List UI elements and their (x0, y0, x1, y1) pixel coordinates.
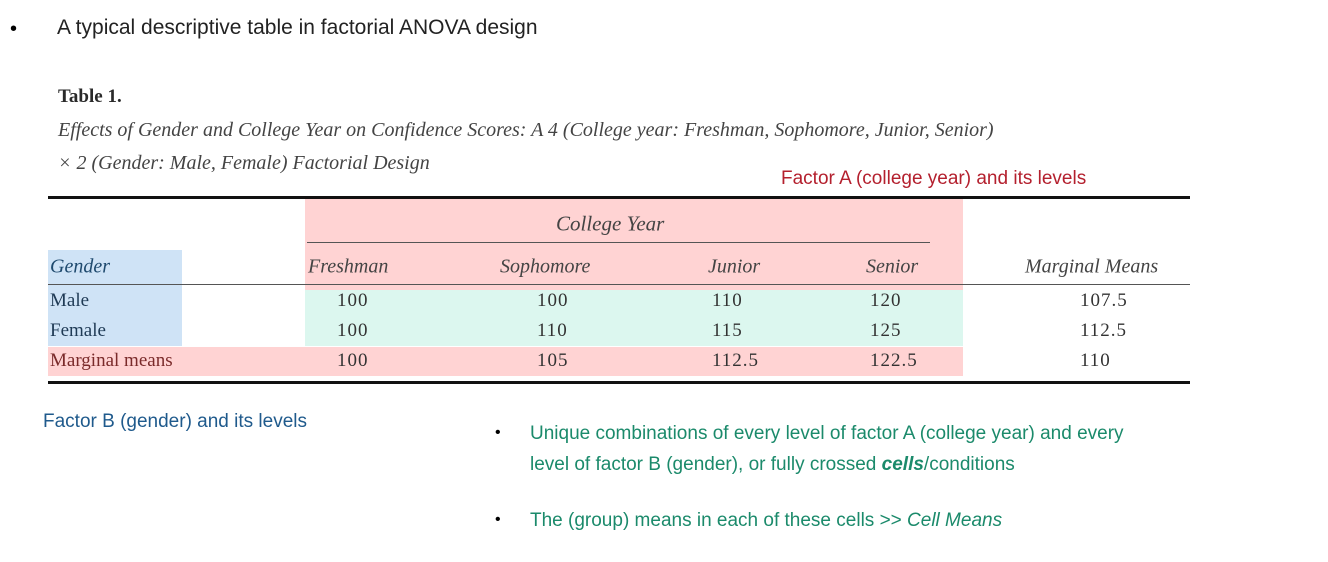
table-cell: 105 (537, 350, 569, 371)
table-cell: 110 (537, 320, 568, 341)
slide-heading: A typical descriptive table in factorial… (57, 16, 538, 39)
text: The (group) means in each of these cells… (530, 510, 908, 531)
table-label: Table 1. (58, 86, 122, 107)
factor-a-annotation: Factor A (college year) and its levels (781, 168, 1087, 189)
table-cell: 120 (870, 290, 902, 311)
table-cell: 112.5 (1080, 320, 1128, 341)
bottom-rule (48, 381, 1190, 384)
spanner-college-year: College Year (556, 211, 665, 236)
top-rule (48, 196, 1190, 199)
table-cell: 110 (1080, 350, 1111, 371)
row-label: Male (50, 290, 90, 311)
table-cell: 107.5 (1080, 290, 1128, 311)
bullet: • (495, 424, 501, 441)
factor-a-highlight (305, 199, 963, 290)
col-marginal-means: Marginal Means (1025, 255, 1159, 278)
cells-description-line1: Unique combinations of every level of fa… (530, 423, 1124, 444)
cell-means-emphasis: Cell Means (907, 510, 1003, 531)
table-cell: 122.5 (870, 350, 918, 371)
text: level of factor B (gender), or fully cro… (530, 454, 882, 475)
header-rule (48, 284, 1190, 285)
col-freshman: Freshman (308, 255, 389, 278)
table-cell: 100 (337, 290, 369, 311)
cells-emphasis: cells (881, 454, 924, 475)
row-label: Marginal means (50, 350, 173, 371)
col-junior: Junior (708, 255, 761, 278)
table-cell: 112.5 (712, 350, 760, 371)
table-caption-line2: × 2 (Gender: Male, Female) Factorial Des… (58, 152, 430, 174)
table-cell: 115 (712, 320, 743, 341)
marginal-row-highlight (48, 347, 963, 376)
table-cell: 125 (870, 320, 902, 341)
col-senior: Senior (866, 255, 919, 278)
table-cell: 100 (337, 350, 369, 371)
table-cell: 100 (337, 320, 369, 341)
col-sophomore: Sophomore (500, 255, 591, 278)
row-label: Female (50, 320, 106, 341)
spanner-rule (307, 242, 930, 243)
cell-means-description: The (group) means in each of these cells… (530, 510, 1002, 532)
text: /conditions (923, 454, 1015, 475)
cells-description-line2: level of factor B (gender), or fully cro… (530, 454, 1015, 476)
table-cell: 110 (712, 290, 743, 311)
bullet: • (495, 511, 501, 528)
cells-highlight (305, 290, 963, 346)
table-cell: 100 (537, 290, 569, 311)
factor-b-highlight (48, 250, 182, 346)
row-header-gender: Gender (50, 255, 110, 278)
bullet: • (10, 18, 18, 40)
table-caption-line1: Effects of Gender and College Year on Co… (58, 119, 994, 141)
factor-b-annotation: Factor B (gender) and its levels (43, 411, 308, 432)
